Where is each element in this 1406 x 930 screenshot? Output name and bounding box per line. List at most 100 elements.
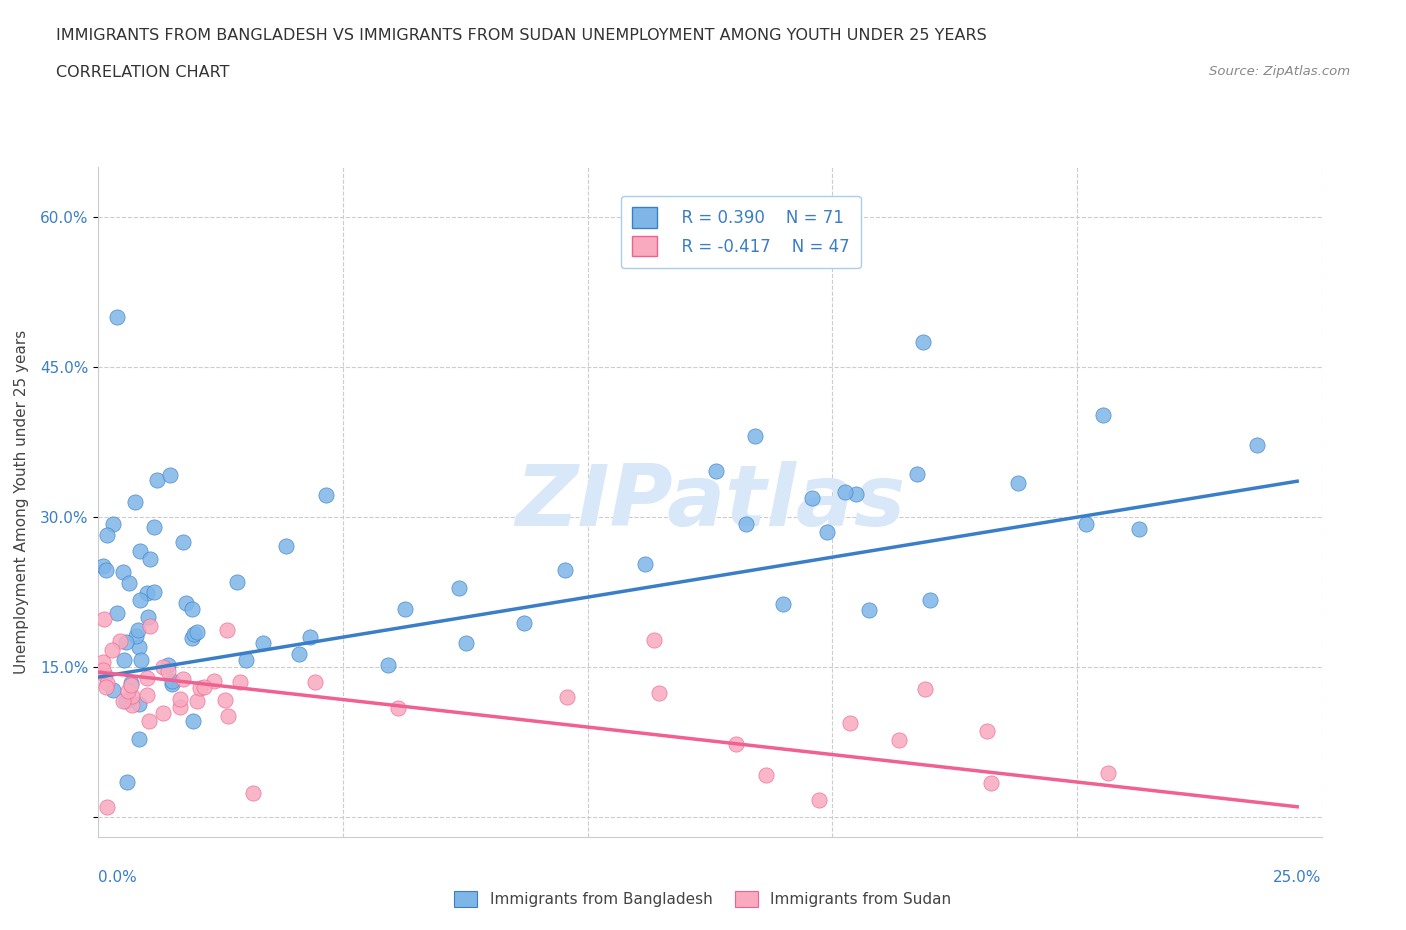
Point [193, 680, 215, 695]
Point [172, 535, 194, 550]
Point [93, 612, 115, 627]
Point [815, 525, 838, 539]
Point [980, 776, 1002, 790]
Point [734, 516, 756, 531]
Point [215, 622, 238, 637]
Point [129, 592, 152, 607]
Point [162, 676, 184, 691]
Point [128, 543, 150, 558]
Point [115, 775, 138, 790]
Text: Source: ZipAtlas.com: Source: ZipAtlas.com [1209, 65, 1350, 78]
Point [135, 585, 157, 600]
Point [160, 674, 183, 689]
Point [138, 713, 160, 728]
Point [159, 468, 181, 483]
Point [288, 647, 311, 662]
Point [115, 694, 138, 709]
Point [108, 634, 131, 649]
Point [127, 623, 149, 638]
Point [138, 609, 160, 624]
Legend:   R = 0.390    N = 71,   R = -0.417    N = 47: R = 0.390 N = 71, R = -0.417 N = 47 [620, 196, 860, 268]
Point [377, 658, 399, 672]
Point [274, 538, 297, 553]
Point [181, 602, 204, 617]
Point [914, 681, 936, 696]
Point [124, 495, 146, 510]
Point [181, 714, 204, 729]
Point [918, 592, 941, 607]
Point [121, 688, 143, 703]
Point [188, 680, 211, 695]
Point [299, 630, 322, 644]
Point [115, 634, 138, 649]
Point [91, 558, 114, 573]
Point [124, 629, 146, 644]
Text: IMMIGRANTS FROM BANGLADESH VS IMMIGRANTS FROM SUDAN UNEMPLOYMENT AMONG YOUTH UND: IMMIGRANTS FROM BANGLADESH VS IMMIGRANTS… [56, 28, 987, 43]
Point [845, 486, 868, 501]
Point [112, 653, 135, 668]
Point [129, 652, 152, 667]
Point [118, 576, 141, 591]
Point [235, 652, 257, 667]
Point [704, 464, 727, 479]
Point [1246, 437, 1268, 452]
Point [135, 688, 157, 703]
Point [643, 632, 665, 647]
Point [648, 685, 671, 700]
Point [128, 731, 150, 746]
Point [202, 673, 225, 688]
Point [183, 627, 205, 642]
Point [911, 335, 934, 350]
Point [117, 684, 139, 698]
Point [100, 643, 122, 658]
Point [1074, 516, 1097, 531]
Point [138, 551, 160, 566]
Point [905, 467, 928, 482]
Point [858, 603, 880, 618]
Point [242, 786, 264, 801]
Point [839, 715, 862, 730]
Point [186, 693, 208, 708]
Point [94, 679, 117, 694]
Point [801, 491, 824, 506]
Point [94, 668, 117, 683]
Point [146, 472, 169, 487]
Point [136, 671, 159, 685]
Point [96, 800, 118, 815]
Point [156, 658, 179, 672]
Point [1091, 408, 1114, 423]
Point [93, 662, 115, 677]
Text: ZIPatlas: ZIPatlas [515, 460, 905, 544]
Point [107, 605, 129, 620]
Point [96, 675, 118, 690]
Point [755, 767, 778, 782]
Point [121, 698, 143, 712]
Point [1097, 766, 1119, 781]
Point [744, 429, 766, 444]
Point [217, 709, 239, 724]
Text: 25.0%: 25.0% [1274, 870, 1322, 884]
Text: CORRELATION CHART: CORRELATION CHART [56, 65, 229, 80]
Point [91, 655, 114, 670]
Point [101, 683, 124, 698]
Point [120, 675, 142, 690]
Point [228, 674, 250, 689]
Point [143, 585, 166, 600]
Point [834, 485, 856, 499]
Point [169, 691, 191, 706]
Point [138, 618, 160, 633]
Point [180, 631, 202, 645]
Point [1128, 522, 1150, 537]
Point [152, 705, 174, 720]
Point [887, 732, 910, 747]
Point [772, 597, 794, 612]
Point [143, 520, 166, 535]
Point [111, 694, 134, 709]
Point [96, 528, 118, 543]
Point [634, 557, 657, 572]
Point [103, 516, 125, 531]
Point [1007, 475, 1029, 490]
Point [555, 689, 578, 704]
Point [554, 563, 576, 578]
Point [394, 602, 416, 617]
